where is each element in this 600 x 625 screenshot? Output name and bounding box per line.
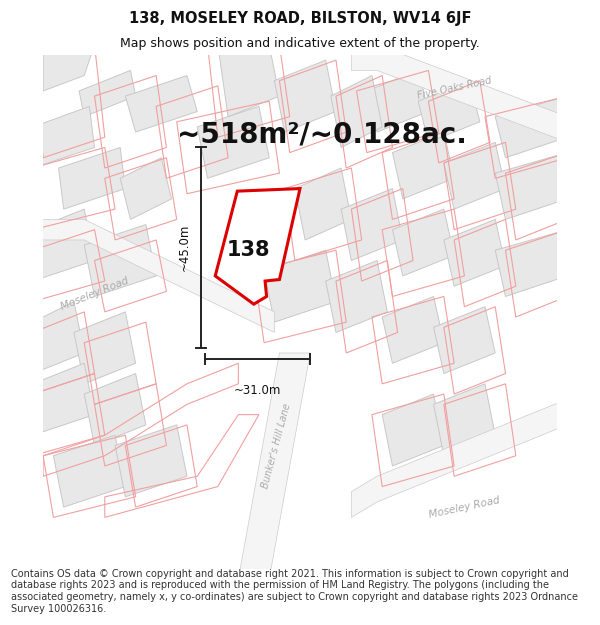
Polygon shape [444,142,505,209]
Text: Moseley Road: Moseley Road [59,276,130,312]
Polygon shape [352,399,567,518]
Polygon shape [218,45,280,117]
Polygon shape [238,353,310,579]
Polygon shape [215,189,300,304]
Polygon shape [326,261,388,332]
Polygon shape [120,158,172,219]
Polygon shape [295,168,352,240]
Polygon shape [33,106,94,168]
Polygon shape [84,374,146,446]
Text: ~518m²/~0.128ac.: ~518m²/~0.128ac. [176,121,467,149]
Polygon shape [197,106,269,178]
Text: 138, MOSELEY ROAD, BILSTON, WV14 6JF: 138, MOSELEY ROAD, BILSTON, WV14 6JF [129,11,471,26]
Polygon shape [434,384,495,456]
Polygon shape [115,425,187,497]
Polygon shape [341,189,403,261]
Polygon shape [367,71,428,132]
Polygon shape [264,250,336,322]
Polygon shape [33,209,94,281]
Text: 138: 138 [227,240,271,260]
Text: ~31.0m: ~31.0m [234,384,281,397]
Polygon shape [392,132,454,199]
Polygon shape [495,229,567,296]
Polygon shape [444,219,505,286]
Polygon shape [392,209,454,276]
Polygon shape [382,296,444,363]
Polygon shape [17,219,274,332]
Polygon shape [43,45,94,91]
Polygon shape [33,363,94,435]
Polygon shape [352,45,567,142]
Polygon shape [74,312,136,384]
Polygon shape [382,394,444,466]
Text: ~45.0m: ~45.0m [178,224,191,271]
Text: Contains OS data © Crown copyright and database right 2021. This information is : Contains OS data © Crown copyright and d… [11,569,578,614]
Polygon shape [418,81,480,142]
Text: Five Oaks Road: Five Oaks Road [416,76,492,101]
Polygon shape [79,71,136,117]
Text: Moseley Road: Moseley Road [428,494,501,519]
Polygon shape [495,96,567,158]
Polygon shape [84,224,156,296]
Polygon shape [495,152,567,219]
Polygon shape [331,76,382,148]
Text: Bunker's Hill Lane: Bunker's Hill Lane [260,402,293,489]
Polygon shape [33,302,84,374]
Text: Map shows position and indicative extent of the property.: Map shows position and indicative extent… [120,38,480,51]
Polygon shape [274,60,336,132]
Polygon shape [53,435,125,507]
Polygon shape [59,148,125,209]
Polygon shape [434,307,495,374]
Polygon shape [125,76,197,132]
